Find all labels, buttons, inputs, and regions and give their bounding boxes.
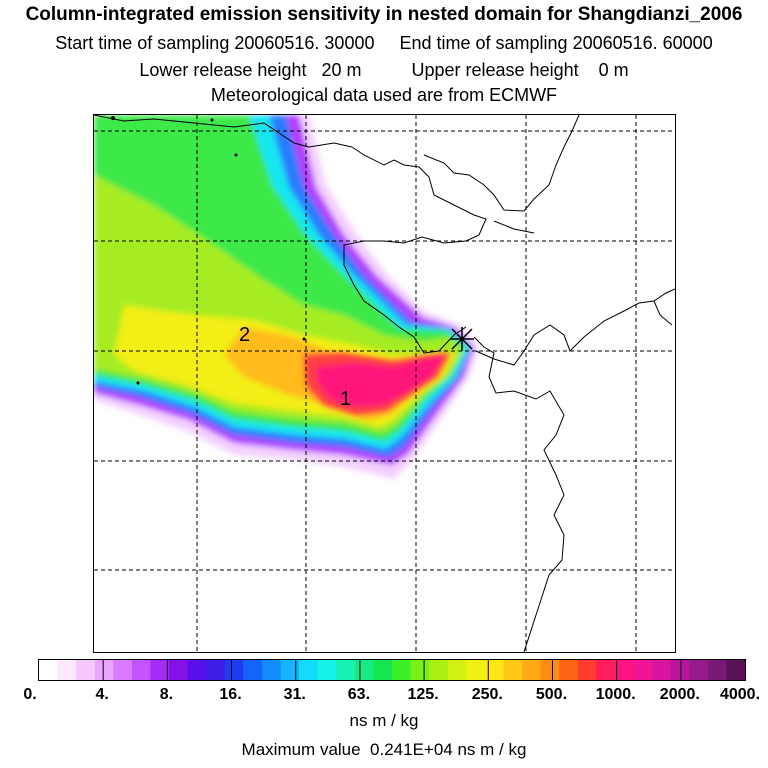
legend-tick-label: 63. (347, 686, 371, 703)
legend-swatch (206, 660, 226, 680)
legend-swatch (224, 660, 244, 680)
color-legend-bar (38, 659, 746, 681)
map-title: Column-integrated emission sensitivity i… (25, 4, 743, 25)
plume-core (304, 353, 450, 415)
legend-swatch (484, 660, 504, 680)
legend-tick-label: 0. (23, 686, 37, 703)
cluster-label-1: 1 (340, 388, 351, 410)
legend-swatch (707, 660, 727, 680)
legend-swatch (113, 660, 133, 680)
plume-layer-magenta (316, 355, 444, 407)
sensitivity-map: 1 2 (93, 114, 676, 653)
legend-swatch (243, 660, 263, 680)
met-data-line: Meteorological data used are from ECMWF (210, 85, 558, 105)
legend-tick-label: 500. (535, 686, 568, 703)
cluster-label-2: 2 (239, 324, 250, 346)
legend-swatch (447, 660, 467, 680)
legend-swatch (169, 660, 189, 680)
legend-swatch (299, 660, 319, 680)
legend-swatch (336, 660, 356, 680)
legend-swatch (354, 660, 374, 680)
legend-unit: ns m / kg (349, 711, 419, 730)
maximum-value: Maximum value 0.241E+04 ns m / kg (241, 740, 527, 759)
legend-swatch (596, 660, 616, 680)
legend-swatch (614, 660, 635, 680)
legend-swatch (577, 660, 597, 680)
legend-swatch (670, 660, 690, 680)
legend-tick-label: 4000. (719, 686, 761, 703)
legend-swatch (131, 660, 151, 680)
legend-swatch (522, 660, 542, 680)
legend-swatch (689, 660, 709, 680)
legend-swatch (57, 660, 77, 680)
legend-swatch (187, 660, 207, 680)
legend-swatches (39, 660, 745, 680)
legend-swatch (633, 660, 653, 680)
legend-swatch (392, 660, 412, 680)
legend-swatch (559, 660, 579, 680)
legend-swatch (39, 660, 59, 680)
legend-tick-label: 16. (219, 686, 242, 703)
coastlines (94, 115, 675, 652)
legend-swatch (503, 660, 523, 680)
legend-tick-label: 8. (159, 686, 174, 703)
legend-tick-label: 1000. (595, 686, 636, 703)
legend-tick-label: 31. (283, 686, 306, 703)
map-canvas: 1 2 (94, 115, 675, 652)
legend-swatch (429, 660, 449, 680)
legend-swatch (540, 660, 560, 680)
legend-swatch (261, 660, 282, 680)
legend-swatch (410, 660, 430, 680)
legend-tick-label: 250. (471, 686, 503, 703)
legend-swatch (150, 660, 170, 680)
legend-swatch (652, 660, 672, 680)
legend-swatch (726, 660, 745, 680)
sampling-time-line: Start time of sampling 20060516. 30000 E… (55, 33, 713, 53)
legend-swatch (466, 660, 486, 680)
legend-swatch (280, 660, 300, 680)
legend-swatch (373, 660, 393, 680)
legend-tick-label: 125. (407, 686, 439, 703)
legend-swatch (317, 660, 337, 680)
receptor-star-marker (450, 327, 474, 351)
map-dots (111, 116, 306, 385)
legend-swatch (76, 660, 96, 680)
legend-tick-label: 2000. (659, 686, 700, 703)
legend-swatch (94, 660, 114, 680)
release-height-line: Lower release height 20 m Upper release … (139, 60, 629, 80)
legend-tick-label: 4. (95, 686, 109, 703)
